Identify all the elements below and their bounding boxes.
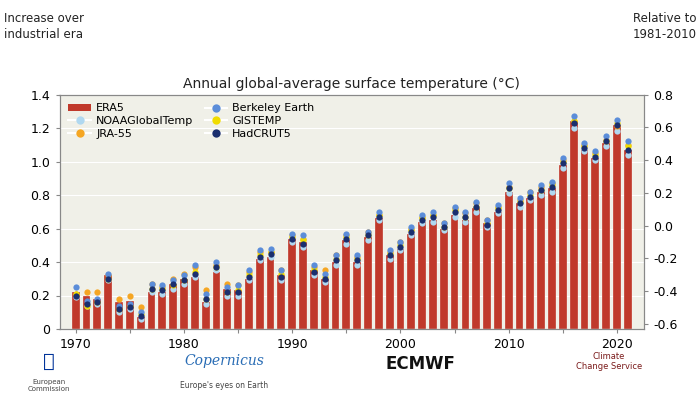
Bar [397,249,405,329]
Bar [191,277,199,329]
Bar [126,301,134,329]
Bar [310,270,318,329]
Bar [429,220,437,329]
Text: ⬛: ⬛ [43,352,55,371]
Bar [526,198,534,329]
Bar [548,188,556,329]
Legend: ERA5, NOAAGlobalTemp, JRA-55, Berkeley Earth, GISTEMP, HadCRUT5: ERA5, NOAAGlobalTemp, JRA-55, Berkeley E… [65,100,318,142]
Bar [148,292,155,329]
Bar [570,121,578,329]
Bar [72,292,80,329]
Bar [418,222,426,329]
Bar [234,290,242,329]
Bar [342,240,350,329]
Bar [202,302,209,329]
Bar [375,218,383,329]
Bar [115,302,123,329]
Bar [364,237,372,329]
Text: European
Commission: European Commission [28,379,70,392]
Bar [288,238,296,329]
Bar [256,259,264,329]
Bar [169,284,177,329]
Bar [580,150,589,329]
Text: Copernicus: Copernicus [184,355,264,368]
Text: ECMWF: ECMWF [385,355,455,374]
Bar [386,255,393,329]
Text: Relative to
1981-2010: Relative to 1981-2010 [633,12,696,41]
Bar [94,299,102,329]
Bar [83,296,90,329]
Bar [245,279,253,329]
Bar [213,272,220,329]
Bar [180,279,188,329]
Bar [461,220,469,329]
Bar [494,212,502,329]
Bar [602,143,610,329]
Bar [473,208,480,329]
Text: Europe's eyes on Earth: Europe's eyes on Earth [180,381,268,390]
Bar [624,150,631,329]
Bar [299,242,307,329]
Bar [407,234,415,329]
Bar [104,275,112,329]
Bar [223,289,231,329]
Bar [321,279,328,329]
Bar [451,215,458,329]
Bar [592,158,599,329]
Title: Annual global-average surface temperature (°C): Annual global-average surface temperatur… [183,76,520,91]
Bar [559,165,567,329]
Text: Climate
Change Service: Climate Change Service [576,352,642,371]
Text: Increase over
industrial era: Increase over industrial era [4,12,83,41]
Bar [158,292,166,329]
Bar [516,203,524,329]
Bar [136,317,145,329]
Bar [440,229,448,329]
Bar [538,192,545,329]
Bar [505,192,512,329]
Bar [267,257,274,329]
Bar [354,262,361,329]
Bar [277,275,286,329]
Bar [332,262,340,329]
Bar [613,125,621,329]
Bar [483,223,491,329]
